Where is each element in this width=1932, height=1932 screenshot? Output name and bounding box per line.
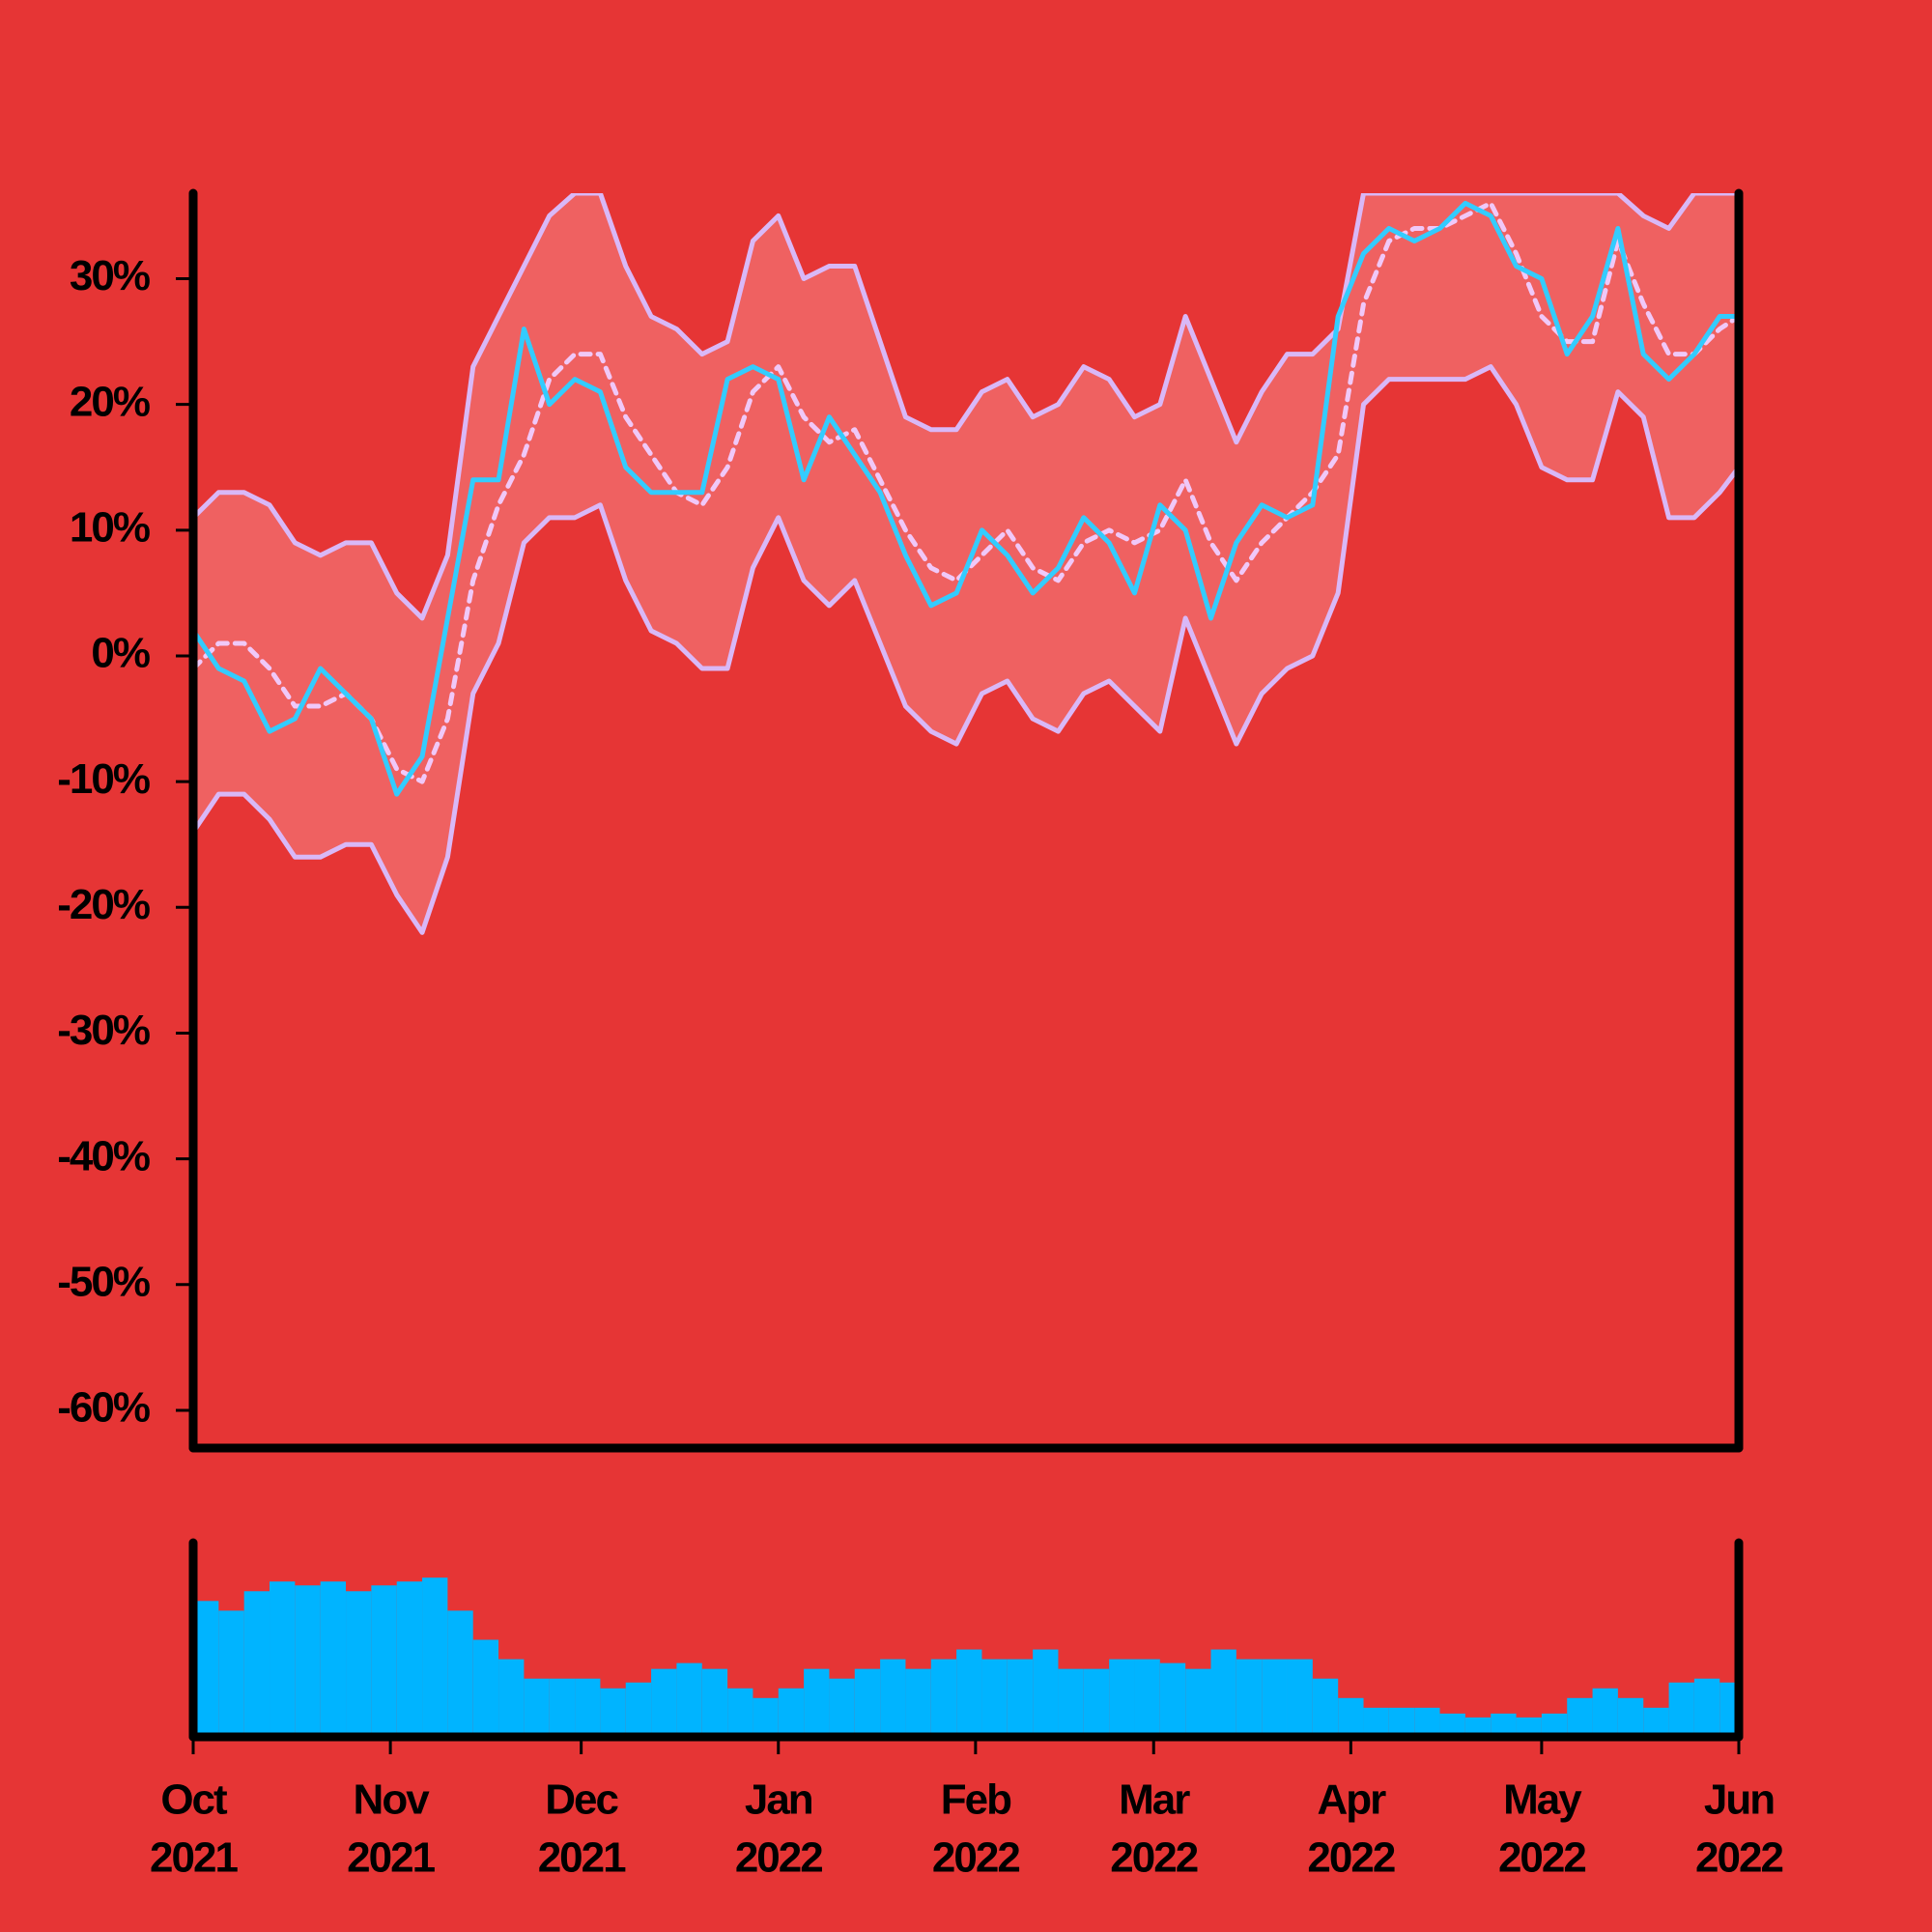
volume-bar: [1643, 1707, 1669, 1737]
x-tick-label: Jan: [745, 1776, 812, 1824]
volume-bar: [1338, 1697, 1364, 1737]
volume-bar: [371, 1585, 397, 1737]
volume-bar: [1464, 1717, 1492, 1737]
volume-bar: [1287, 1659, 1313, 1737]
volume-bar: [1414, 1707, 1440, 1737]
volume-bar: [1617, 1697, 1644, 1737]
volume-bar: [778, 1688, 805, 1737]
volume-bar: [1388, 1707, 1415, 1737]
volume-bar: [905, 1668, 931, 1737]
volume-bar: [422, 1577, 448, 1737]
volume-bar: [1592, 1688, 1618, 1737]
volume-bar: [472, 1639, 499, 1737]
y-tick-label: -10%: [57, 755, 150, 803]
y-tick-label: -60%: [57, 1384, 150, 1432]
volume-bar: [1236, 1659, 1263, 1737]
volume-bar: [243, 1591, 270, 1737]
band-line: [193, 193, 1739, 621]
x-tick-label: Jun: [1704, 1776, 1774, 1824]
volume-bar: [1719, 1682, 1739, 1737]
x-tick-label: Feb: [941, 1776, 1011, 1824]
volume-bar: [981, 1659, 1008, 1737]
volume-bar: [676, 1662, 702, 1737]
x-tick-year: 2021: [538, 1834, 626, 1882]
volume-bar: [1363, 1707, 1389, 1737]
volume-bar: [753, 1697, 779, 1737]
volume-bar: [320, 1581, 347, 1737]
volume-bar: [651, 1668, 677, 1737]
volume-bar: [270, 1581, 296, 1737]
y-tick-label: -20%: [57, 881, 150, 928]
x-tick-year: 2021: [347, 1834, 435, 1882]
volume-bar: [295, 1585, 321, 1737]
x-tick-year: 2022: [1307, 1834, 1394, 1882]
volume-panel: [193, 1577, 1743, 1737]
volume-bar: [1516, 1717, 1542, 1737]
volume-bar: [854, 1668, 881, 1737]
moving-average-line: [193, 200, 1739, 784]
band-line: [193, 364, 1739, 935]
volume-bar: [1262, 1659, 1288, 1737]
volume-bar: [1134, 1659, 1160, 1737]
x-tick-label: Nov: [354, 1776, 431, 1824]
volume-bar: [880, 1659, 906, 1737]
volume-bar: [829, 1678, 855, 1737]
x-tick-year: 2022: [1110, 1834, 1197, 1882]
x-tick-label: Mar: [1119, 1776, 1190, 1824]
volume-bar: [1109, 1659, 1135, 1737]
volume-bar: [575, 1678, 601, 1737]
volume-bar: [600, 1688, 626, 1737]
y-tick-label: -40%: [57, 1132, 150, 1179]
y-tick-label: 10%: [70, 503, 150, 551]
y-tick-label: -50%: [57, 1258, 150, 1305]
volume-bar: [930, 1659, 957, 1737]
y-tick-label: 20%: [70, 378, 150, 425]
volume-bar: [1058, 1668, 1084, 1737]
y-tick-label: 30%: [70, 252, 150, 299]
volume-bar: [1668, 1682, 1694, 1737]
volume-bar: [447, 1610, 473, 1737]
volume-bar: [498, 1659, 525, 1737]
volume-bar: [1159, 1662, 1186, 1737]
volume-bar: [1033, 1649, 1059, 1737]
axes: -60% -50% -40% -30% -20% -10% 0% 10% 20% 30% Oct 20…: [57, 188, 1784, 1882]
x-tick-year: 2022: [1695, 1834, 1782, 1882]
volume-bar: [1210, 1649, 1236, 1737]
volume-bar: [1312, 1678, 1339, 1737]
volume-bar: [625, 1682, 652, 1737]
x-tick-year: 2022: [932, 1834, 1019, 1882]
x-tick-label: Apr: [1317, 1776, 1386, 1824]
x-tick-year: 2022: [1498, 1834, 1585, 1882]
y-tick-label: 0%: [91, 630, 149, 677]
volume-bar: [804, 1668, 830, 1737]
volume-bar: [1693, 1678, 1720, 1737]
x-tick-label: Dec: [545, 1776, 618, 1824]
volume-bar: [1567, 1697, 1593, 1737]
volume-bar: [1007, 1659, 1034, 1737]
volume-bar: [1083, 1668, 1110, 1737]
volume-bar: [727, 1688, 753, 1737]
volume-bar: [524, 1678, 550, 1737]
x-tick-label: Oct: [160, 1776, 228, 1824]
price-panel: [193, 193, 1739, 935]
x-tick-year: 2022: [735, 1834, 822, 1882]
volume-bar: [1185, 1668, 1211, 1737]
x-tick-year: 2021: [150, 1834, 238, 1882]
volume-bar: [346, 1591, 372, 1737]
volume-bar: [701, 1668, 728, 1737]
y-tick-label: -30%: [57, 1007, 150, 1054]
x-tick-label: May: [1503, 1776, 1582, 1824]
volume-bar: [396, 1581, 423, 1737]
price-line: [193, 200, 1739, 797]
volume-bar: [549, 1678, 576, 1737]
volume-bar: [956, 1649, 982, 1737]
volume-bar: [218, 1610, 244, 1737]
